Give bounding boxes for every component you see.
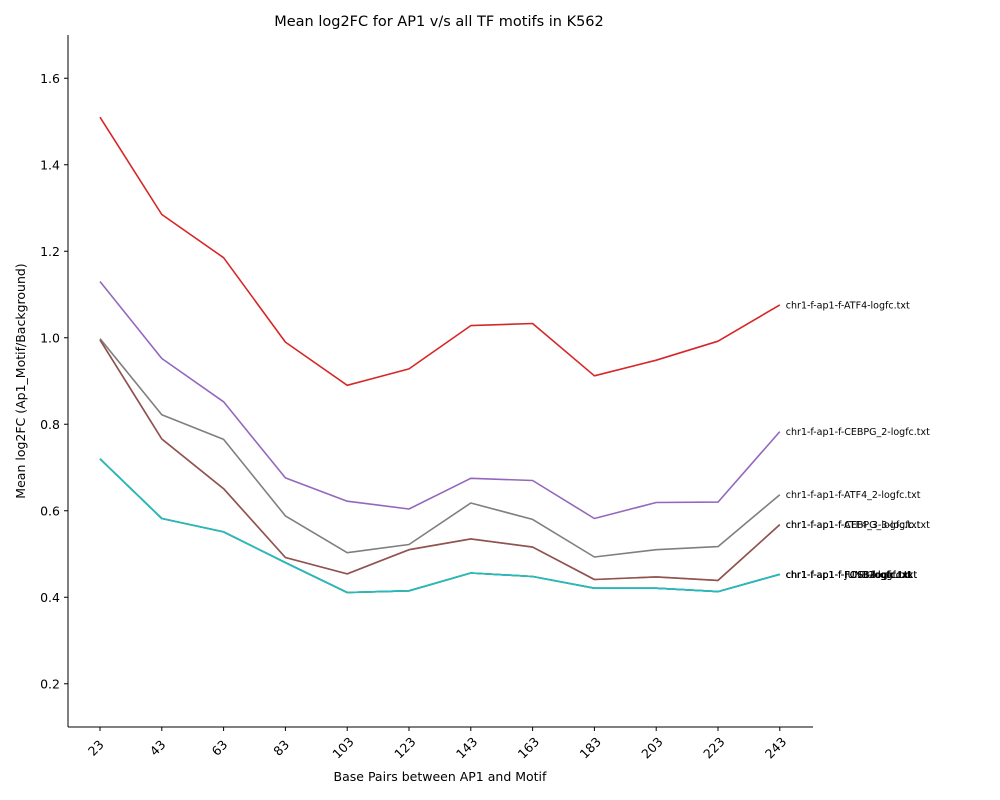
series-line xyxy=(99,280,781,520)
series-end-label: chr1-f-ap1-f-ATF4_3-logfc.txt xyxy=(786,520,921,531)
series-line xyxy=(99,338,781,558)
series-end-label: chr1-f-ap1-f-CEBPG_2-logfc.txt xyxy=(786,427,930,438)
series-end-label: chr1-f-ap1-f-CEBPG_3-logfc.txt xyxy=(786,520,930,531)
series-end-label: chr1-f-ap1-f-JUNB-logfc.txt xyxy=(786,570,911,581)
series-line xyxy=(99,458,781,594)
x-tick-label: 203 xyxy=(638,734,665,761)
chart-title: Mean log2FC for AP1 v/s all TF motifs in… xyxy=(274,14,604,30)
x-tick-label: 83 xyxy=(270,737,292,759)
series-line xyxy=(99,116,781,387)
series-line xyxy=(99,458,781,594)
y-tick-label: 0.4 xyxy=(40,590,60,605)
series-line xyxy=(99,458,781,594)
series-line xyxy=(99,458,781,594)
series-layer xyxy=(99,116,781,594)
y-tick-label: 0.6 xyxy=(40,503,60,518)
x-tick-label: 183 xyxy=(576,734,603,761)
x-tick-label: 123 xyxy=(391,734,418,761)
x-tick-label: 143 xyxy=(453,734,480,761)
series-line xyxy=(99,339,781,582)
x-tick-label: 223 xyxy=(700,734,727,761)
y-axis-label: Mean log2FC (Ap1_Motif/Background) xyxy=(13,263,28,498)
y-tick-label: 1.2 xyxy=(40,244,60,259)
line-end-labels: chr1-f-ap1-f-ATF4-logfc.txt chr1-f-ap1-f-… xyxy=(786,300,930,580)
x-tick-label: 103 xyxy=(329,734,356,761)
y-ticks: 0.2 0.4 0.6 0.8 1.0 1.2 1.4 1.6 xyxy=(40,71,68,691)
x-tick-label: 63 xyxy=(208,737,230,759)
series-line xyxy=(99,458,781,594)
x-tick-label: 23 xyxy=(85,737,107,759)
x-ticks: 23 43 63 83 103 123 143 163 183 203 223 243 xyxy=(85,727,789,762)
series-end-label: chr1-f-ap1-f-ATF4_2-logfc.txt xyxy=(786,490,921,501)
x-tick-label: 43 xyxy=(147,737,169,759)
y-tick-label: 1.6 xyxy=(40,71,60,86)
series-end-label: chr1-f-ap1-f-ATF4-logfc.txt xyxy=(786,300,910,311)
x-tick-label: 163 xyxy=(515,734,542,761)
x-axis-label: Base Pairs between AP1 and Motif xyxy=(334,769,547,784)
series-end-label: chr1-f-ap1-f-FOSL1-logfc.txt xyxy=(786,570,918,581)
series-end-label: chr1-f-ap1-f-FOSB-logfc.txt xyxy=(786,570,913,581)
series-end-label: chr1-f-ap1-f-JUND-logfc.txt xyxy=(786,570,912,581)
y-tick-label: 1.0 xyxy=(40,330,60,345)
y-tick-label: 0.2 xyxy=(40,676,60,691)
y-tick-label: 0.8 xyxy=(40,417,60,432)
series-end-label: chr1-f-ap1-f-FOSL2-logfc.txt xyxy=(786,570,918,581)
y-tick-label: 1.4 xyxy=(40,157,60,172)
x-tick-label: 243 xyxy=(762,734,789,761)
